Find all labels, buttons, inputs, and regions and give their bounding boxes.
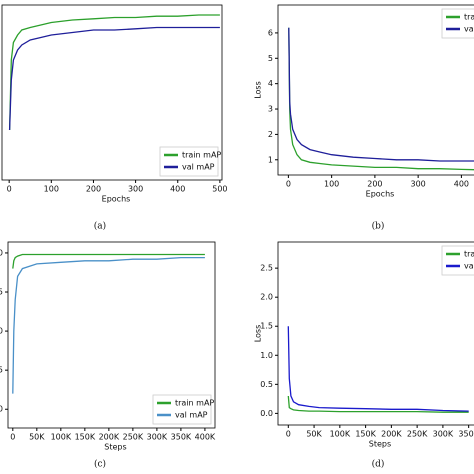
- x-tick-label: 50K: [306, 430, 322, 439]
- y-tick-label: 2.5: [260, 264, 273, 273]
- legend-label: train mAP: [175, 399, 214, 408]
- x-tick-label: 350K: [458, 430, 474, 439]
- y-tick-label: 0.950: [0, 327, 3, 336]
- x-tick-label: 400: [170, 185, 185, 194]
- legend-label: train mAP: [182, 151, 221, 160]
- x-tick-label: 400K: [195, 433, 216, 442]
- x-tick-label: 300: [128, 185, 143, 194]
- legend-label: train: [464, 13, 474, 22]
- series-line: [12, 253, 205, 269]
- series-line: [8, 26, 220, 131]
- x-tick-label: 100K: [330, 430, 351, 439]
- y-tick-label: 5: [268, 54, 273, 63]
- caption: (c): [94, 459, 106, 470]
- series-line: [8, 14, 220, 131]
- x-tick-label: 250K: [123, 433, 144, 442]
- x-tick-label: 400: [454, 180, 469, 189]
- x-tick-label: 150K: [75, 433, 96, 442]
- legend-label: val mAP: [175, 411, 208, 420]
- x-tick-label: 200K: [99, 433, 120, 442]
- x-tick-label: 50K: [29, 433, 45, 442]
- x-tick-label: 300K: [433, 430, 454, 439]
- x-tick-label: 300K: [147, 433, 168, 442]
- y-tick-label: 2.0: [260, 293, 273, 302]
- x-tick-label: 200K: [381, 430, 402, 439]
- x-tick-label: 100: [44, 185, 59, 194]
- axes-frame: [7, 241, 216, 429]
- legend-label: val mAP: [182, 163, 215, 172]
- x-axis-label: Steps: [369, 440, 391, 449]
- axes-frame: [277, 4, 474, 176]
- legend-box: [152, 394, 212, 425]
- y-tick-label: 1: [268, 155, 273, 164]
- caption: (b): [372, 221, 385, 232]
- x-tick-label: 500: [212, 185, 227, 194]
- legend-box: [159, 146, 219, 177]
- y-tick-label: 6: [268, 28, 273, 37]
- y-tick-label: 0.5: [260, 380, 273, 389]
- x-axis-label: Steps: [104, 443, 126, 452]
- y-tick-label: 1.5: [260, 322, 273, 331]
- legend-label: val loss: [464, 262, 474, 271]
- x-tick-label: 150K: [355, 430, 376, 439]
- x-tick-label: 350K: [171, 433, 192, 442]
- series-line: [12, 256, 205, 394]
- x-tick-label: 250K: [407, 430, 428, 439]
- x-tick-label: 0: [7, 185, 12, 194]
- axes-frame: [1, 4, 223, 181]
- y-tick-label: 3: [268, 105, 273, 114]
- legend-box: [441, 245, 474, 276]
- x-axis-label: Epochs: [366, 190, 395, 199]
- y-tick-label: 1.000: [0, 248, 3, 257]
- x-tick-label: 0: [286, 430, 291, 439]
- caption: (d): [372, 459, 385, 470]
- legend-label: train: [464, 250, 474, 259]
- y-axis-label: Loss: [254, 325, 263, 343]
- y-tick-label: 0.900: [0, 405, 3, 414]
- caption: (a): [94, 221, 106, 232]
- y-tick-label: 4: [268, 79, 273, 88]
- y-tick-label: 0.975: [0, 288, 3, 297]
- series-line: [288, 27, 474, 171]
- x-tick-label: 200: [86, 185, 101, 194]
- x-tick-label: 0: [286, 180, 291, 189]
- x-tick-label: 0: [10, 433, 15, 442]
- y-tick-label: 2: [268, 130, 273, 139]
- y-tick-label: 0.0: [260, 409, 273, 418]
- x-tick-label: 300: [411, 180, 426, 189]
- series-line: [287, 326, 469, 412]
- x-tick-label: 200: [367, 180, 382, 189]
- x-tick-label: 100K: [51, 433, 72, 442]
- series-line: [288, 27, 474, 162]
- axes-frame: [277, 241, 474, 426]
- legend-label: val: [464, 25, 474, 34]
- legend-box: [441, 8, 474, 39]
- x-tick-label: 100: [324, 180, 339, 189]
- y-tick-label: 0.925: [0, 366, 3, 375]
- series-line: [287, 395, 469, 413]
- x-axis-label: Epochs: [102, 195, 131, 204]
- y-axis-label: Loss: [254, 81, 263, 99]
- y-tick-label: 1.0: [260, 351, 273, 360]
